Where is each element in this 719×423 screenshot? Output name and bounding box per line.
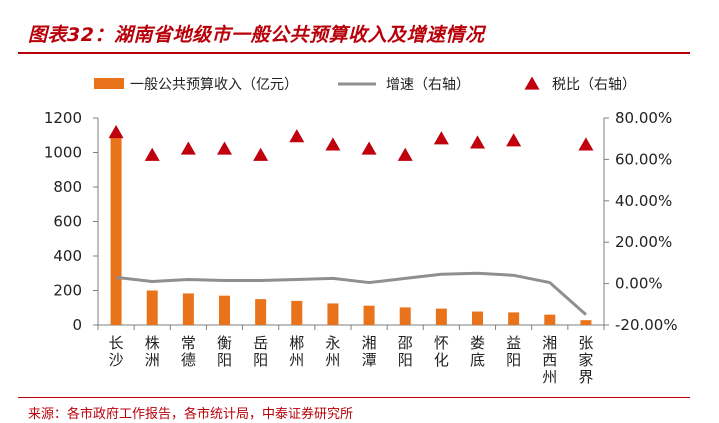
legend-label: 一般公共预算收入（亿元） (130, 77, 298, 93)
x-axis-tick-label: 郴 (289, 334, 304, 352)
bar (363, 305, 375, 325)
source-divider (18, 397, 690, 398)
x-axis-tick-label: 衡 (217, 334, 232, 352)
bar (291, 300, 303, 325)
tax-ratio-marker (180, 141, 196, 155)
bar (472, 311, 483, 325)
right-axis-tick-label: -20.00% (615, 316, 678, 334)
tax-ratio-marker (470, 135, 485, 149)
tax-ratio-marker (433, 131, 449, 145)
left-axis-tick-label: 600 (53, 213, 82, 231)
x-axis-tick-label: 西 (542, 351, 557, 369)
x-axis-tick-label: 湘 (542, 334, 557, 352)
x-axis-tick-label: 洲 (145, 351, 160, 369)
x-axis-tick-label: 阳 (217, 351, 232, 369)
x-axis-tick-label: 阳 (398, 351, 413, 369)
right-axis-tick-label: 60.00% (615, 150, 672, 168)
x-axis-tick-label: 家 (578, 351, 593, 369)
tax-ratio-marker (253, 147, 269, 161)
bar (580, 320, 592, 325)
x-axis-tick-label: 娄 (470, 334, 485, 352)
tax-ratio-marker (325, 137, 341, 151)
x-axis-tick-label: 永 (325, 334, 340, 352)
x-axis-tick-label: 州 (542, 368, 557, 386)
left-axis-tick-label: 200 (53, 282, 82, 300)
left-axis-tick-label: 400 (53, 247, 82, 265)
x-axis-tick-label: 底 (470, 351, 485, 369)
tax-ratio-marker (289, 129, 305, 143)
tax-ratio-marker (397, 147, 413, 161)
bar-series (110, 135, 592, 325)
x-axis-tick-label: 阳 (253, 351, 268, 369)
x-axis-tick-label: 岳 (253, 334, 268, 352)
bar (544, 314, 556, 325)
x-axis-tick-label: 德 (181, 351, 196, 369)
axes: 0 200 400 600 800 1000 1200 -20.00% 0.00% 20.00% 4… (44, 109, 678, 334)
x-axis-tick-label: 化 (434, 351, 449, 369)
left-axis-tick-label: 1200 (44, 109, 82, 127)
bar (255, 299, 267, 325)
x-axis-tick-label: 潭 (362, 351, 377, 369)
bar (219, 295, 230, 325)
bar (146, 290, 158, 325)
x-axis-tick-label: 怀 (434, 334, 449, 352)
x-axis-tick-label: 沙 (109, 351, 124, 369)
right-axis-tick-label: 80.00% (615, 109, 672, 127)
x-axis-tick-label: 州 (325, 351, 340, 369)
right-axis-tick-label: 0.00% (615, 275, 663, 293)
legend-label: 增速（右轴） (386, 77, 470, 93)
tax-ratio-marker (578, 137, 594, 151)
line-series (115, 271, 587, 316)
bar (435, 308, 447, 325)
left-axis-tick-label: 0 (72, 316, 82, 334)
bar (110, 135, 122, 325)
tax-ratio-marker (108, 124, 124, 139)
right-axis-tick-label: 40.00% (615, 192, 672, 210)
legend-bar-swatch (94, 78, 124, 89)
legend-marker-swatch (524, 76, 540, 90)
bar (182, 293, 194, 325)
right-axis-tick-label: 20.00% (615, 233, 672, 251)
legend-label: 税比（右轴） (552, 77, 636, 93)
x-axis-tick-label: 界 (578, 368, 593, 386)
x-axis-tick-label: 株 (145, 334, 160, 352)
x-axis-tick-label: 张 (578, 334, 593, 352)
chart-title: 图表32：湖南省地级市一般公共预算收入及增速情况 (28, 24, 485, 46)
x-axis-tick-label: 常 (181, 334, 196, 352)
left-axis-tick-label: 1000 (44, 144, 82, 162)
bar (508, 312, 520, 325)
x-axis-tick-label: 长 (109, 334, 124, 352)
x-axis-tick-label: 邵 (398, 334, 413, 352)
x-axis-tick-label: 州 (289, 351, 304, 369)
marker-series (108, 124, 594, 161)
title-divider (18, 52, 690, 54)
left-axis-tick-label: 800 (53, 178, 82, 196)
bar (327, 303, 339, 325)
growth-line (115, 271, 587, 316)
tax-ratio-marker (144, 147, 160, 161)
tax-ratio-marker (506, 133, 522, 147)
legend: 一般公共预算收入（亿元） 增速（右轴） 税比（右轴） (94, 76, 636, 93)
x-axis-tick-label: 湘 (362, 334, 377, 352)
source-note: 来源：各市政府工作报告，各市统计局，中泰证券研究所 (28, 407, 354, 422)
bar (399, 307, 411, 325)
tax-ratio-marker (217, 141, 232, 155)
x-axis-tick-label: 益 (506, 334, 521, 352)
x-axis-tick-label: 阳 (506, 351, 521, 369)
tax-ratio-marker (361, 141, 377, 155)
